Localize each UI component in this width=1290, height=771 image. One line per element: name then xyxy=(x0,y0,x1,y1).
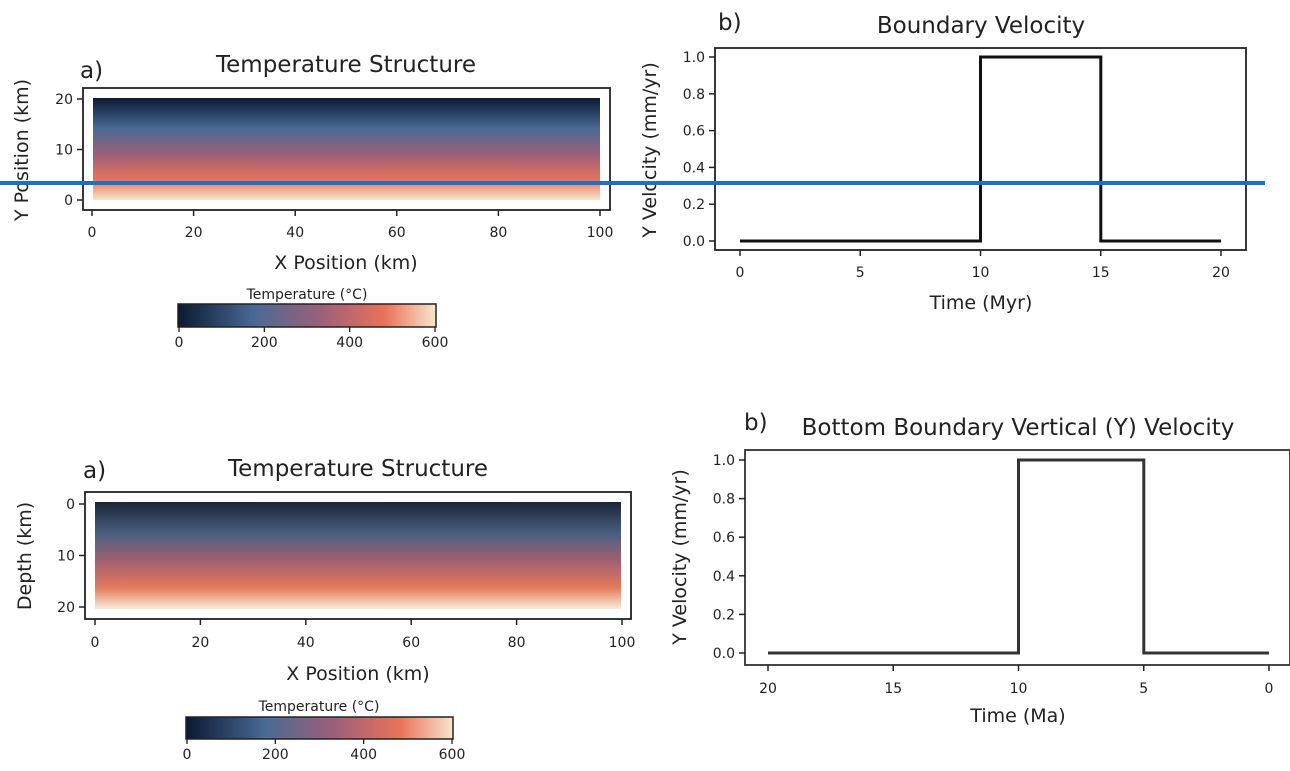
chart-3-x-tick-label-2: 40 xyxy=(297,635,315,651)
chart-3-x-tick-label-1: 20 xyxy=(191,635,209,651)
chart-3-cb-tick-label-2: 400 xyxy=(350,747,377,763)
chart-4-y-tick-label-0: 0.0 xyxy=(713,646,735,662)
chart-4-x-axis-label: Time (Ma) xyxy=(969,705,1065,727)
chart-2-title: Boundary Velocity xyxy=(877,13,1085,39)
chart-1-colorbar-label: Temperature (°C) xyxy=(246,287,368,303)
chart-2-y-tick-label-4: 0.8 xyxy=(683,87,705,103)
chart-3-x-tick-label-3: 60 xyxy=(402,635,420,651)
chart-2-line: b) Boundary Velocity 0 5 10 15 20 0.00.20.40… xyxy=(639,10,1247,314)
chart-1-heatmap: a) Temperature Structure 0 20 40 60 80 100 01… xyxy=(11,52,613,351)
chart-1-x-tick-label-0: 0 xyxy=(88,225,97,241)
chart-3-cb-tick-label-0: 0 xyxy=(183,747,192,763)
chart-1-title: Temperature Structure xyxy=(215,52,476,78)
chart-1-y-tick-label-0: 0 xyxy=(64,193,73,209)
chart-1-y-axis-label: Y Position (km) xyxy=(11,79,33,222)
chart-2-x-tick-label-1: 5 xyxy=(856,265,865,281)
chart-2-x-tick-label-0: 0 xyxy=(736,265,745,281)
chart-4-y-axis-label: Y Velocity (mm/yr) xyxy=(669,469,691,646)
chart-3-y-tick-label-2: 20 xyxy=(57,600,75,616)
chart-4-title: Bottom Boundary Vertical (Y) Velocity xyxy=(802,415,1235,441)
chart-2-y-tick-label-3: 0.6 xyxy=(683,124,705,140)
chart-4-y-tick-label-5: 1.0 xyxy=(713,453,735,469)
chart-3-colorbar xyxy=(185,716,454,740)
chart-3-cb-tick-label-3: 600 xyxy=(439,747,466,763)
chart-1-y-tick-label-1: 10 xyxy=(55,143,73,159)
chart-1-colorbar-ticks: 0 200 400 600 xyxy=(175,327,449,351)
chart-3-panel-label: a) xyxy=(83,458,106,484)
chart-1-cb-tick-label-1: 200 xyxy=(251,335,278,351)
chart-2-y-tick-label-0: 0.0 xyxy=(683,234,705,250)
chart-4-y-tick-label-2: 0.4 xyxy=(713,569,735,585)
chart-2-x-axis: 0 5 10 15 20 xyxy=(736,250,1230,281)
chart-3-x-axis: 0 20 40 60 80 100 xyxy=(91,619,636,651)
chart-3-y-tick-label-1: 10 xyxy=(57,549,75,565)
chart-2-x-axis-label: Time (Myr) xyxy=(929,292,1033,314)
chart-1-cb-tick-label-0: 0 xyxy=(175,335,184,351)
chart-4-x-tick-label-2: 10 xyxy=(1010,681,1028,697)
chart-3-x-tick-label-5: 100 xyxy=(609,635,636,651)
chart-3-x-tick-label-0: 0 xyxy=(91,635,100,651)
chart-4-x-tick-label-0: 20 xyxy=(759,681,777,697)
chart-3-cb-tick-label-1: 200 xyxy=(262,747,289,763)
chart-3-colorbar-label: Temperature (°C) xyxy=(258,699,380,715)
chart-1-x-tick-label-2: 40 xyxy=(286,225,304,241)
chart-3-x-tick-label-4: 80 xyxy=(508,635,526,651)
chart-4-y-tick-label-1: 0.2 xyxy=(713,607,735,623)
chart-4-x-tick-label-4: 0 xyxy=(1265,681,1274,697)
chart-3-y-axis: 0 10 20 xyxy=(57,497,85,616)
chart-1-y-axis: 0 10 20 xyxy=(55,92,83,209)
chart-1-cb-tick-label-3: 600 xyxy=(422,335,449,351)
chart-2-y-axis: 0.0 0.2 0.4 0.6 0.8 1.0 xyxy=(683,50,715,250)
chart-1-panel-label: a) xyxy=(80,58,103,84)
chart-1-x-tick-label-4: 80 xyxy=(489,225,507,241)
chart-3-y-tick-label-0: 0 xyxy=(66,497,75,513)
chart-2-x-tick-label-2: 10 xyxy=(972,265,990,281)
chart-4-panel-label: b) xyxy=(744,410,768,436)
chart-4-y-axis: 0.0 0.2 0.4 0.6 0.8 1.0 xyxy=(713,453,745,662)
chart-2-series-line xyxy=(740,55,1221,243)
chart-1-colorbar xyxy=(177,303,437,328)
chart-2-y-tick-label-5: 1.0 xyxy=(683,50,705,66)
chart-2-panel-label: b) xyxy=(718,10,742,36)
chart-3-colorbar-ticks: 0 200 400 600 xyxy=(183,739,466,763)
chart-4-line: b) Bottom Boundary Vertical (Y) Velocity… xyxy=(669,410,1290,727)
chart-3-heatmap: a) Temperature Structure 0 20 40 60 80 100 01… xyxy=(14,456,635,763)
chart-1-x-tick-label-1: 20 xyxy=(185,225,203,241)
chart-3-y-axis-label: Depth (km) xyxy=(14,502,36,610)
chart-2-x-tick-label-4: 20 xyxy=(1212,265,1230,281)
chart-1-x-tick-label-5: 100 xyxy=(587,225,614,241)
chart-2-y-tick-label-1: 0.2 xyxy=(683,197,705,213)
chart-4-y-tick-label-4: 0.8 xyxy=(713,492,735,508)
chart-4-y-tick-label-3: 0.6 xyxy=(713,530,735,546)
chart-1-x-tick-label-3: 60 xyxy=(388,225,406,241)
chart-1-y-tick-label-2: 20 xyxy=(55,92,73,108)
chart-1-cb-tick-label-2: 400 xyxy=(336,335,363,351)
chart-2-y-axis-label: Y Velocity (mm/yr) xyxy=(639,62,661,239)
chart-4-series-line xyxy=(768,458,1269,655)
chart-1-x-axis: 0 20 40 60 80 100 xyxy=(88,210,614,241)
chart-3-title: Temperature Structure xyxy=(227,456,488,482)
chart-1-x-axis-label: X Position (km) xyxy=(274,252,417,274)
chart-2-x-tick-label-3: 15 xyxy=(1092,265,1110,281)
chart-4-x-axis: 20 15 10 5 0 xyxy=(759,665,1273,697)
chart-3-heatmap-field xyxy=(95,502,621,609)
chart-3-x-axis-label: X Position (km) xyxy=(286,663,429,685)
chart-4-x-tick-label-3: 5 xyxy=(1139,681,1148,697)
chart-2-y-tick-label-2: 0.4 xyxy=(683,160,705,176)
chart-4-x-tick-label-1: 15 xyxy=(884,681,902,697)
